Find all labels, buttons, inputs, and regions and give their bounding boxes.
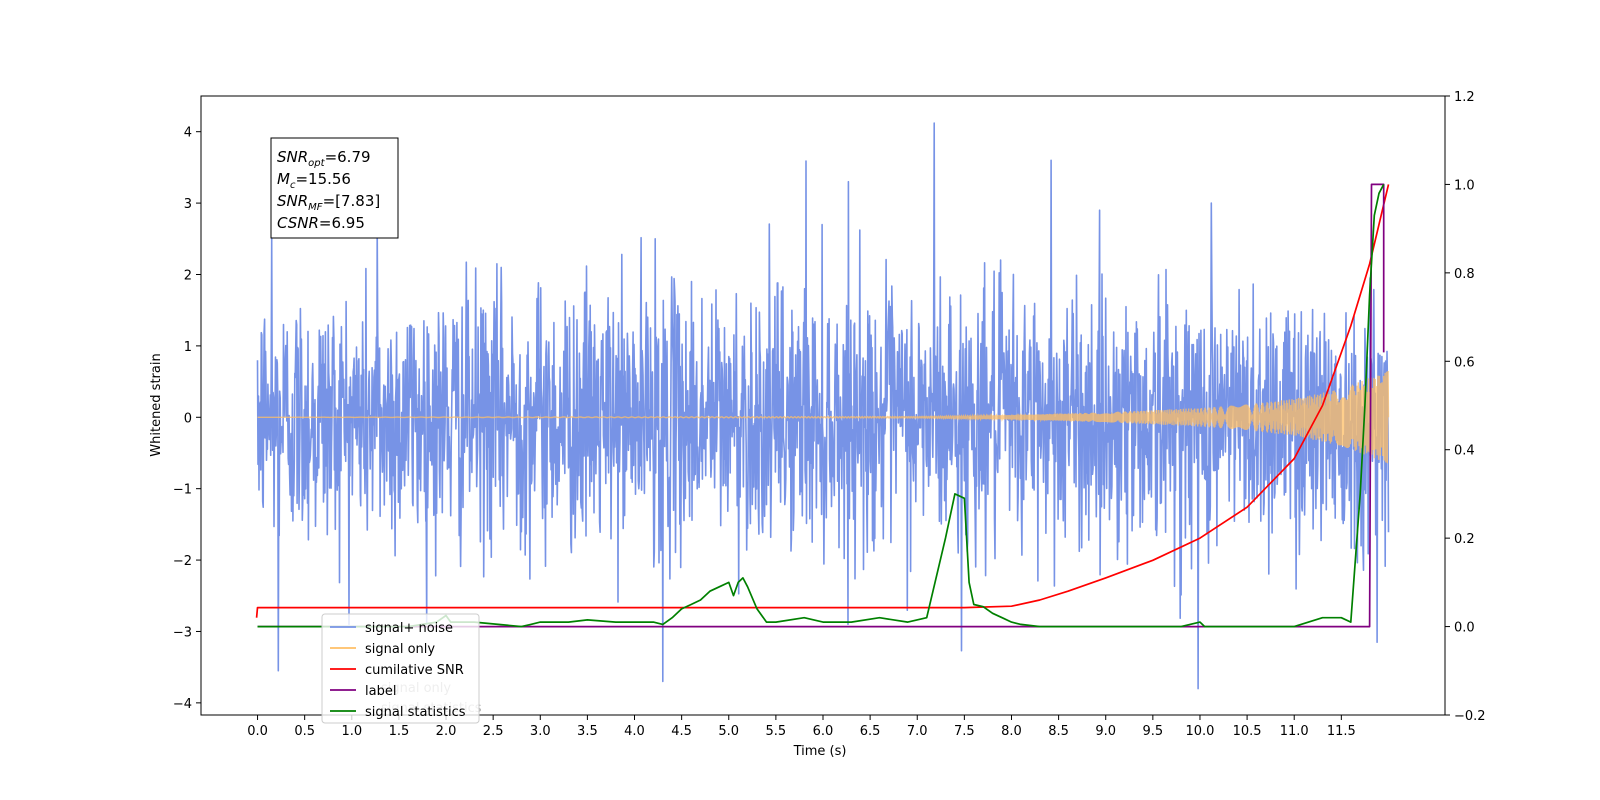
- x-tick-label: 11.5: [1327, 724, 1356, 739]
- legend-entry-label: label: [365, 684, 396, 699]
- annotation-line: Mc=15.56: [277, 170, 351, 191]
- axis-ticks: 0.0 0.5 1.0 1.5 2.0 2.5 3.0 3.5 4.0 4.5 5.0 5.5 6.0 6…: [173, 90, 1486, 739]
- legend: signal only signal statistics signal+ nois…: [321, 613, 482, 724]
- series-label-line: [257, 183, 1385, 628]
- x-tick-label: 6.0: [813, 724, 834, 739]
- y-tick-label: 4: [184, 126, 192, 141]
- x-tick-label: 7.0: [907, 724, 928, 739]
- x-tick-label: 6.5: [860, 724, 881, 739]
- x-tick-label: 10.0: [1185, 724, 1214, 739]
- legend-frame: [321, 613, 480, 724]
- legend-entry-label: signal only: [365, 642, 435, 657]
- x-tick-label: 11.0: [1280, 724, 1309, 739]
- legend-entry-label: cumilative SNR: [365, 663, 464, 678]
- legend-entry-label: signal statistics: [365, 705, 466, 720]
- y-axis-label: Whitened strain: [149, 353, 164, 456]
- y-tick-label: 1: [184, 340, 192, 355]
- x-axis-label: Time (s): [793, 744, 847, 759]
- series-cumulative-snr-line: [255, 184, 1390, 618]
- x-tick-label: 3.0: [530, 724, 551, 739]
- x-tick-label: 4.0: [624, 724, 645, 739]
- legend-entry-label: signal+ noise: [365, 621, 453, 636]
- x-tick-label: 5.5: [766, 724, 787, 739]
- y2-tick-label: 1.2: [1454, 90, 1475, 105]
- x-tick-label: 5.0: [718, 724, 739, 739]
- series-signal-noise-line: [256, 122, 1390, 690]
- x-tick-label: 4.5: [671, 724, 692, 739]
- x-tick-label: 1.5: [389, 724, 410, 739]
- y-tick-label: −1: [173, 483, 192, 498]
- x-tick-label: 9.0: [1095, 724, 1116, 739]
- series-signal-statistics-line: [257, 184, 1385, 628]
- x-tick-label: 3.5: [577, 724, 598, 739]
- annotation-box-frame: [270, 137, 399, 239]
- y-tick-label: −2: [173, 554, 192, 569]
- annotation-line: SNRMF=[7.83]: [277, 192, 380, 213]
- y-tick-label: 0: [184, 411, 192, 426]
- x-tick-label: 0.0: [247, 724, 268, 739]
- x-tick-label: 8.5: [1048, 724, 1069, 739]
- x-tick-label: 8.0: [1001, 724, 1022, 739]
- y2-tick-label: 0.6: [1454, 355, 1475, 370]
- y2-tick-label: 0.4: [1454, 444, 1475, 459]
- y-tick-label: 2: [184, 268, 192, 283]
- y-tick-label: 3: [184, 197, 192, 212]
- y2-tick-label: 1.0: [1454, 178, 1475, 193]
- annotation-line: CSNR=6.95: [277, 214, 365, 232]
- y-tick-label: −4: [173, 697, 192, 712]
- y2-tick-label: −0.2: [1454, 709, 1486, 724]
- plot-area: [255, 122, 1390, 690]
- x-tick-label: 0.5: [294, 724, 315, 739]
- y2-tick-label: 0.2: [1454, 532, 1475, 547]
- x-tick-label: 9.5: [1143, 724, 1164, 739]
- x-tick-label: 2.0: [436, 724, 457, 739]
- annotation-line: SNRopt=6.79: [277, 148, 371, 169]
- x-tick-label: 2.5: [483, 724, 504, 739]
- y2-tick-label: 0.8: [1454, 267, 1475, 282]
- series-signal-only-line: [257, 370, 1390, 464]
- y2-tick-label: 0.0: [1454, 621, 1475, 636]
- y-tick-label: −3: [173, 625, 192, 640]
- x-tick-label: 1.0: [341, 724, 362, 739]
- x-tick-label: 7.5: [954, 724, 975, 739]
- x-tick-label: 10.5: [1233, 724, 1262, 739]
